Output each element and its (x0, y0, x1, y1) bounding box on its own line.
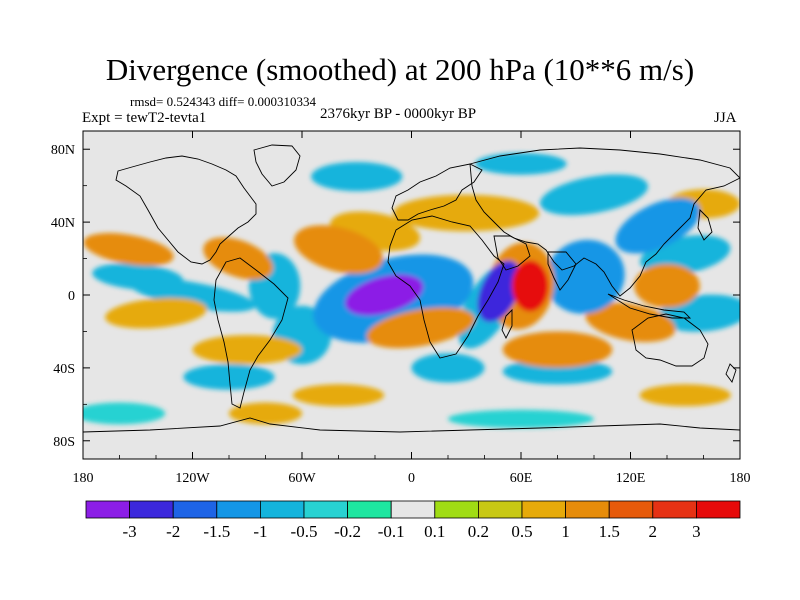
colorbar-label-0: -3 (123, 522, 137, 541)
colorbar-box-2 (172, 500, 218, 519)
colorbar-box-9 (477, 500, 523, 519)
colorbar: -3 -2 -1.5 -1 -0.5 -0.2 -0.1 0.1 0.2 0.5 1 1.5 2 3 (85, 500, 741, 541)
colorbar-box-14 (696, 500, 741, 519)
x-tick-label-0: 180 (73, 471, 94, 486)
divergence-anomaly-15 (411, 353, 485, 383)
x-tick-label-4: 60E (510, 471, 533, 486)
divergence-anomaly-20 (105, 298, 207, 329)
colorbar-box-1 (129, 500, 174, 519)
axis-ticks: 180 120W 60W 0 60E 120E 180 80N 40N 0 40S 80S (51, 131, 751, 486)
x-tick-label-2: 60W (288, 471, 316, 486)
divergence-anomaly-35 (477, 260, 521, 323)
coast-antarctica (83, 417, 740, 433)
divergence-anomaly-5 (539, 174, 649, 216)
divergence-anomaly-1 (448, 409, 594, 429)
coast-europe (391, 163, 483, 221)
x-tick-label-6: 180 (730, 471, 751, 486)
experiment-label: Expt = tewT2-tevta1 (82, 110, 207, 126)
divergence-anomaly-25 (585, 302, 676, 342)
divergence-anomaly-18 (129, 278, 256, 312)
y-tick-label-4: 80S (53, 435, 75, 450)
divergence-anomaly-10 (639, 384, 731, 407)
divergence-anomaly-26 (615, 198, 701, 254)
chart-title: Divergence (smoothed) at 200 hPa (10**6 … (105, 52, 695, 87)
divergence-anomaly-37 (345, 274, 424, 316)
season-label: JJA (714, 110, 737, 126)
coast-australia (631, 313, 709, 367)
colorbar-box-6 (347, 500, 392, 519)
coast-south-america (213, 257, 289, 409)
colorbar-label-2: -1.5 (203, 522, 230, 541)
colorbar-label-4: -0.5 (291, 522, 318, 541)
colorbar-label-12: 2 (649, 522, 658, 541)
divergence-field (83, 152, 740, 429)
colorbar-label-1: -2 (166, 522, 180, 541)
coast-indonesia (607, 293, 692, 319)
y-tick-label-2: 0 (68, 289, 75, 304)
colorbar-box-8 (434, 500, 479, 519)
colorbar-box-3 (216, 500, 261, 519)
divergence-anomaly-28 (502, 331, 613, 368)
colorbar-label-5: -0.2 (334, 522, 361, 541)
coast-madagascar (501, 308, 513, 340)
colorbar-box-4 (259, 500, 305, 519)
coast-north-america (115, 155, 257, 265)
divergence-anomaly-23 (83, 233, 174, 266)
y-tick-label-0: 80N (51, 143, 75, 158)
colorbar-box-10 (521, 500, 566, 519)
divergence-anomaly-2 (292, 384, 385, 407)
colorbar-label-13: 3 (692, 522, 701, 541)
colorbar-label-7: 0.1 (424, 522, 445, 541)
divergence-anomaly-34 (366, 307, 475, 349)
divergence-anomaly-21 (192, 335, 302, 365)
period-label: 2376kyr BP - 0000kyr BP (320, 106, 477, 122)
divergence-anomaly-36 (511, 260, 549, 312)
coast-india (547, 251, 577, 291)
colorbar-box-11 (565, 500, 610, 519)
colorbar-box-5 (303, 500, 348, 519)
divergence-anomaly-6 (311, 161, 403, 192)
stats-text: rmsd= 0.524343 diff= 0.000310334 (130, 94, 316, 109)
coast-japan (697, 209, 713, 241)
colorbar-box-0 (85, 500, 130, 519)
divergence-anomaly-0 (83, 402, 166, 425)
colorbar-box-7 (390, 500, 436, 519)
divergence-anomaly-32 (634, 264, 700, 308)
y-tick-label-3: 40S (53, 362, 75, 377)
coast-arabia (493, 235, 531, 271)
colorbar-label-9: 0.5 (511, 522, 532, 541)
divergence-anomaly-31 (294, 225, 383, 274)
colorbar-box-12 (608, 500, 654, 519)
divergence-anomaly-13 (393, 194, 540, 232)
x-tick-label-3: 0 (408, 471, 415, 486)
colorbar-label-10: 1 (561, 522, 570, 541)
coast-greenland (253, 144, 301, 187)
x-tick-label-1: 120W (175, 471, 210, 486)
x-tick-label-5: 120E (616, 471, 646, 486)
divergence-anomaly-7 (475, 152, 567, 175)
colorbar-label-6: -0.1 (378, 522, 405, 541)
colorbar-label-8: 0.2 (468, 522, 489, 541)
coast-africa (387, 215, 505, 359)
colorbar-label-3: -1 (253, 522, 267, 541)
divergence-anomaly-30 (545, 239, 625, 314)
colorbar-box-13 (652, 500, 697, 519)
y-tick-label-1: 40N (51, 216, 75, 231)
colorbar-label-11: 1.5 (599, 522, 620, 541)
coastlines (83, 144, 740, 433)
